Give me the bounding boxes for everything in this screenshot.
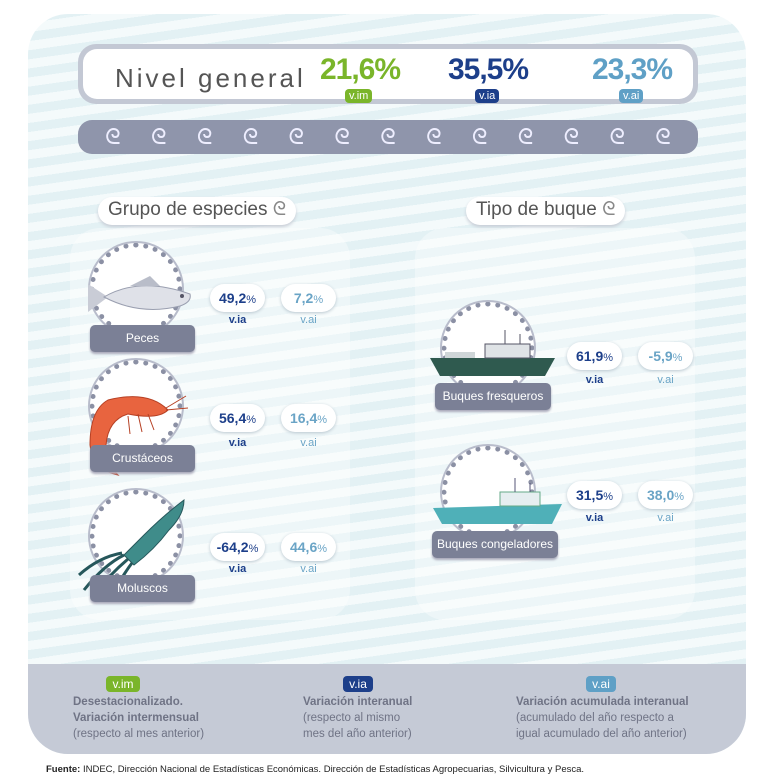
vai-pill: 38,0% xyxy=(638,481,693,509)
vessel-section-title: Tipo de buque ᘓ xyxy=(466,197,626,225)
vai-tag: v.ai xyxy=(619,89,644,103)
via-label: v.ia xyxy=(228,563,247,575)
legend-vim: v.im Desestacionalizado. Variación interm… xyxy=(73,676,205,740)
wave-icon: ᘓ xyxy=(602,199,616,220)
wave-icon: ᘓ xyxy=(272,199,287,220)
species-section-title: Grupo de especies ᘓ xyxy=(98,197,297,225)
species-label: Moluscos xyxy=(90,575,195,602)
vai-label: v.ai xyxy=(300,314,317,326)
via-tag: v.ia xyxy=(475,89,500,103)
via-label: v.ia xyxy=(585,512,604,524)
via-label: v.ia xyxy=(228,437,247,449)
vim-value: 21,6% xyxy=(319,53,401,86)
via-pill: 61,9% xyxy=(567,342,622,370)
general-level-title: Nivel general xyxy=(115,63,306,93)
legend-vai: v.ai Variación acumulada interanual (acum… xyxy=(516,676,689,740)
via-value: 35,5% xyxy=(447,53,529,86)
via-pill: -64,2% xyxy=(210,533,265,561)
shrimp-icon xyxy=(89,395,188,476)
general-level-banner: Nivel general 21,6% v.im 35,5% v.ia 23,3… xyxy=(78,44,698,104)
species-label: Peces xyxy=(90,325,195,352)
vai-pill: 16,4% xyxy=(281,404,336,432)
vai-value: 23,3% xyxy=(591,53,673,86)
vessel-label: Buques fresqueros xyxy=(435,383,551,410)
via-pill: 49,2% xyxy=(210,284,265,312)
vai-pill: -5,9% xyxy=(638,342,693,370)
via-label: v.ia xyxy=(228,314,247,326)
source-note: Fuente: INDEC, Dirección Nacional de Est… xyxy=(46,764,585,775)
vai-label: v.ai xyxy=(657,374,674,386)
vai-pill: 7,2% xyxy=(281,284,336,312)
legend-band: v.im Desestacionalizado. Variación interm… xyxy=(28,664,746,754)
vai-label: v.ai xyxy=(300,437,317,449)
vim-tag: v.im xyxy=(345,89,373,103)
legend-via: v.ia Variación interanual (respecto al mi… xyxy=(303,676,413,740)
via-pill: 56,4% xyxy=(210,404,265,432)
vessel-panel xyxy=(415,228,695,620)
fishing-boat-icon xyxy=(430,330,555,376)
vai-label: v.ai xyxy=(657,512,674,524)
via-pill: 31,5% xyxy=(567,481,622,509)
via-label: v.ia xyxy=(585,374,604,386)
species-label: Crustáceos xyxy=(90,445,195,472)
vai-label: v.ai xyxy=(300,563,317,575)
fish-icon xyxy=(88,276,191,312)
vai-pill: 44,6% xyxy=(281,533,336,561)
vessel-label: Buques congeladores xyxy=(432,531,558,558)
freezer-boat-icon xyxy=(433,478,562,524)
